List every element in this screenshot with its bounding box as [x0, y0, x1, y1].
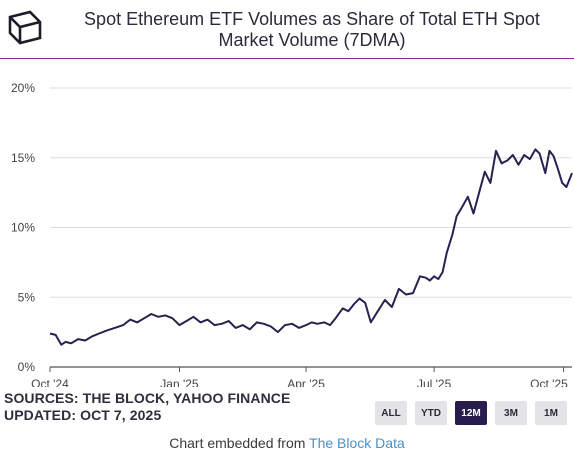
line-chart: 0% 5% 10% 15% 20% Oct '24 Jan '25 Apr '25 Jul '… [11, 81, 573, 387]
y-tick-label: 15% [11, 151, 35, 165]
y-tick-label: 5% [18, 290, 36, 304]
y-axis-tick-labels: 0% 5% 10% 15% 20% [11, 81, 35, 374]
updated-text: UPDATED: OCT 7, 2025 [4, 407, 162, 423]
y-tick-label: 20% [11, 81, 35, 95]
header-divider [0, 58, 574, 59]
range-3m-button[interactable]: 3M [495, 401, 527, 425]
chart-title-line-1: Spot Ethereum ETF Volumes as Share of To… [84, 9, 540, 29]
chart-title-line-2: Market Volume (7DMA) [218, 30, 406, 50]
chart-title: Spot Ethereum ETF Volumes as Share of To… [56, 9, 568, 51]
chart-header: Spot Ethereum ETF Volumes as Share of To… [0, 0, 574, 57]
the-block-logo-icon [6, 8, 42, 46]
grid-lines [50, 87, 572, 368]
embed-prefix-text: Chart embedded from [169, 435, 310, 451]
range-12m-button[interactable]: 12M [455, 401, 487, 425]
series-line-0 [49, 148, 573, 346]
x-tick-label: Apr '25 [287, 377, 325, 387]
range-all-button[interactable]: ALL [375, 401, 407, 425]
embed-credit: Chart embedded from The Block Data [0, 435, 574, 451]
sources-text: SOURCES: THE BLOCK, YAHOO FINANCE [4, 390, 291, 406]
series-layer [49, 148, 573, 346]
x-tick-label: Jul '25 [417, 377, 452, 387]
x-tick-label: Oct '24 [31, 377, 69, 387]
range-1m-button[interactable]: 1M [535, 401, 567, 425]
y-tick-label: 0% [18, 360, 36, 374]
the-block-data-link[interactable]: The Block Data [309, 435, 405, 451]
range-button-group: ALL YTD 12M 3M 1M [375, 401, 567, 425]
y-tick-label: 10% [11, 221, 35, 235]
sources-block: SOURCES: THE BLOCK, YAHOO FINANCE UPDATE… [4, 390, 290, 424]
x-tick-label: Jan '25 [160, 377, 199, 387]
x-axis-tick-labels: Oct '24 Jan '25 Apr '25 Jul '25 Oct '25 [31, 367, 568, 387]
x-tick-label: Oct '25 [530, 377, 568, 387]
range-ytd-button[interactable]: YTD [415, 401, 447, 425]
